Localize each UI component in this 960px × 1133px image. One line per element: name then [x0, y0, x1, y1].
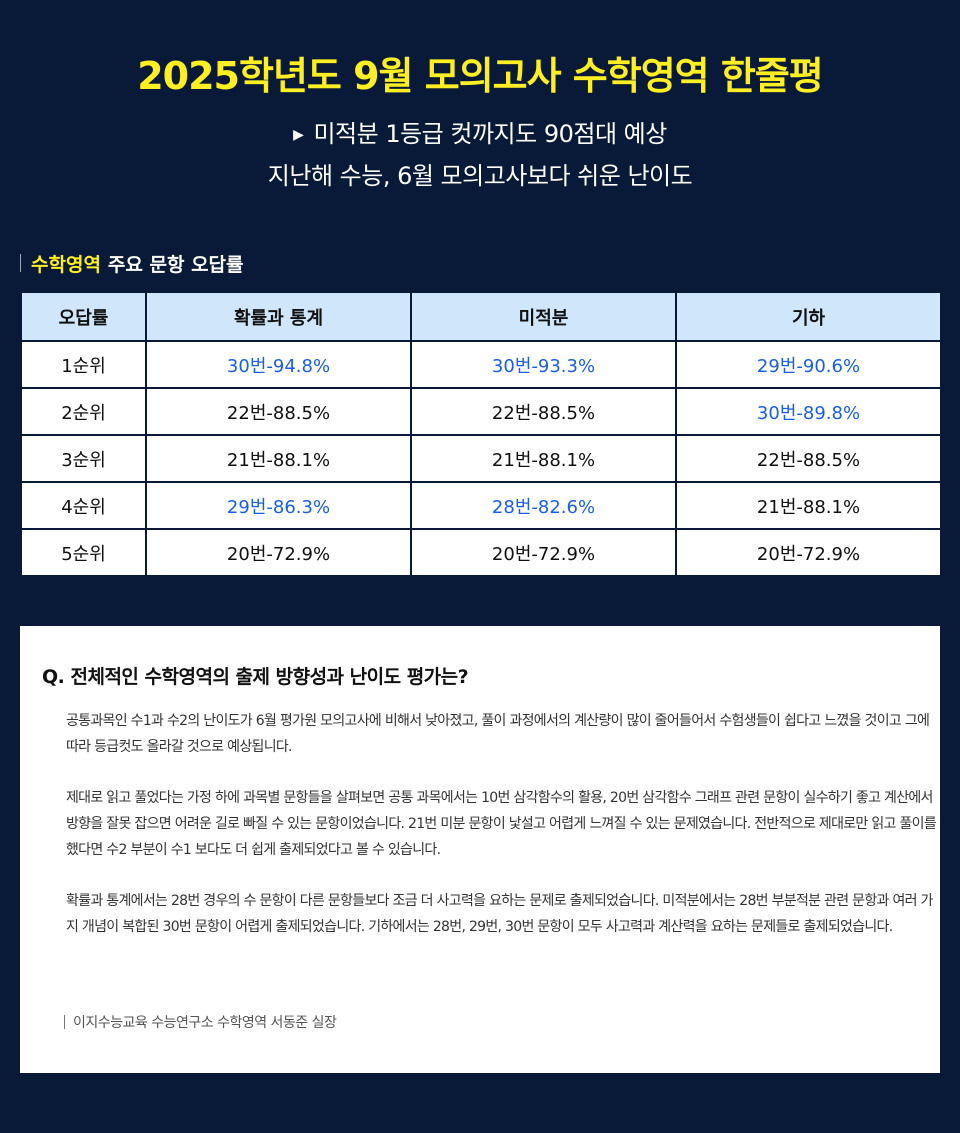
- header-calculus: 미적분: [410, 291, 677, 342]
- table-cell: 21번-88.1%: [145, 434, 412, 483]
- qa-paragraph: 제대로 읽고 풀었다는 가정 하에 과목별 문항들을 살펴보면 공통 과목에서는…: [66, 790, 937, 858]
- table-cell: 29번-86.3%: [145, 481, 412, 530]
- subtitle-text-1: 미적분 1등급 컷까지도 90점대 예상: [313, 120, 667, 148]
- rank-cell: 5순위: [20, 528, 147, 577]
- table-cell: 29번-90.6%: [675, 340, 942, 389]
- section-title: 주요 문항 오답률: [107, 253, 244, 276]
- qa-card: Q. 전체적인 수학영역의 출제 방향성과 난이도 평가는? 공통과목인 수1과…: [20, 626, 940, 1073]
- table-cell: 21번-88.1%: [410, 434, 677, 483]
- section-heading: 수학영역 주요 문항 오답률: [20, 246, 244, 280]
- subtitle-line-2: 지난해 수능, 6월 모의고사보다 쉬운 난이도: [267, 162, 693, 190]
- table-cell: 30번-89.8%: [675, 387, 942, 436]
- table-cell: 21번-88.1%: [675, 481, 942, 530]
- triangle-bullet-icon: ▶: [293, 127, 304, 143]
- author-name: 이지수능교육 수능연구소 수학영역 서동준 실장: [73, 1015, 337, 1031]
- table-cell: 30번-93.3%: [410, 340, 677, 389]
- table-row: 4순위 29번-86.3% 28번-82.6% 21번-88.1%: [20, 481, 942, 530]
- page-title: 2025학년도 9월 모의고사 수학영역 한줄평: [137, 54, 824, 98]
- rank-cell: 1순위: [20, 340, 147, 389]
- rank-cell: 3순위: [20, 434, 147, 483]
- qa-paragraph: 공통과목인 수1과 수2의 난이도가 6월 평가원 모의고사에 비해서 낮아졌고…: [66, 713, 930, 755]
- section-divider: [20, 254, 21, 272]
- header-probability-statistics: 확률과 통계: [145, 291, 412, 342]
- rank-cell: 2순위: [20, 387, 147, 436]
- subtitle-line-1: ▶ 미적분 1등급 컷까지도 90점대 예상: [0, 116, 960, 153]
- author-divider: [64, 1015, 65, 1029]
- table-cell: 30번-94.8%: [145, 340, 412, 389]
- qa-author: 이지수능교육 수능연구소 수학영역 서동준 실장: [64, 1012, 337, 1032]
- table-row: 5순위 20번-72.9% 20번-72.9% 20번-72.9%: [20, 528, 942, 577]
- table-cell: 28번-82.6%: [410, 481, 677, 530]
- qa-paragraph: 확률과 통계에서는 28번 경우의 수 문항이 다른 문항들보다 조금 더 사고…: [66, 893, 933, 935]
- table-row: 3순위 21번-88.1% 21번-88.1% 22번-88.5%: [20, 434, 942, 483]
- table-header-row: 오답률 확률과 통계 미적분 기하: [20, 291, 942, 342]
- table-row: 2순위 22번-88.5% 22번-88.5% 30번-89.8%: [20, 387, 942, 436]
- qa-question: Q. 전체적인 수학영역의 출제 방향성과 난이도 평가는?: [42, 666, 469, 688]
- table-cell: 20번-72.9%: [145, 528, 412, 577]
- table-cell: 20번-72.9%: [410, 528, 677, 577]
- header-rate: 오답률: [20, 291, 147, 342]
- table-row: 1순위 30번-94.8% 30번-93.3% 29번-90.6%: [20, 340, 942, 389]
- section-highlight: 수학영역: [31, 253, 101, 276]
- table-cell: 22번-88.5%: [410, 387, 677, 436]
- header-geometry: 기하: [675, 291, 942, 342]
- table-cell: 22번-88.5%: [675, 434, 942, 483]
- table-cell: 20번-72.9%: [675, 528, 942, 577]
- error-rate-table: 오답률 확률과 통계 미적분 기하 1순위 30번-94.8% 30번-93.3…: [20, 291, 942, 577]
- rank-cell: 4순위: [20, 481, 147, 530]
- table-cell: 22번-88.5%: [145, 387, 412, 436]
